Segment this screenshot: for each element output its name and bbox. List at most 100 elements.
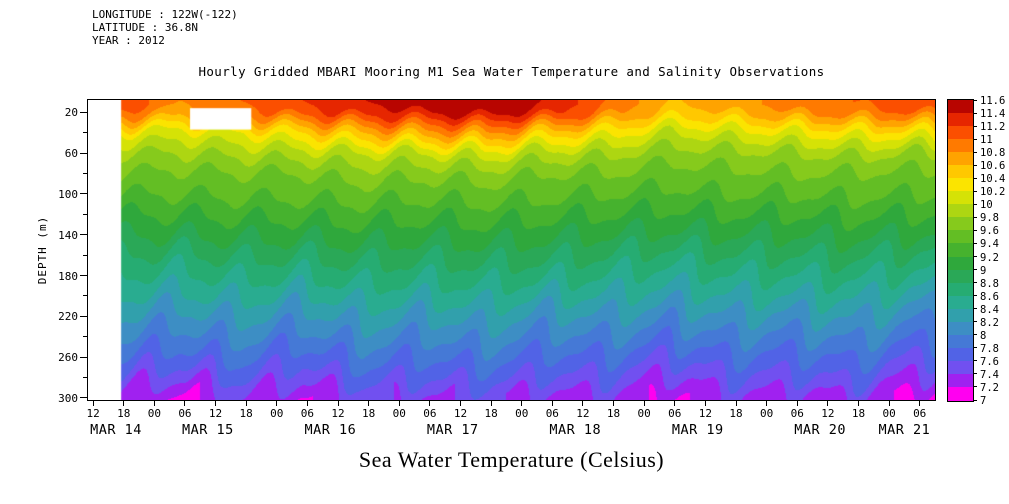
colorbar-tick: [974, 229, 977, 231]
colorbar-tick: [974, 190, 977, 192]
x-tick-label: 12: [698, 407, 713, 420]
x-tick: [184, 401, 186, 406]
colorbar-cell: [948, 334, 973, 349]
y-tick-label: 220: [58, 310, 78, 324]
x-tick-label: 12: [86, 407, 100, 420]
heatmap-canvas: [88, 100, 935, 400]
x-tick: [857, 401, 859, 406]
x-tick-label: 12: [821, 407, 835, 420]
x-tick-label: 06: [790, 407, 804, 420]
colorbar-cell: [948, 295, 973, 310]
y-tick-label: 20: [64, 106, 78, 120]
colorbar-cell: [948, 243, 973, 258]
y-tick-label: 300: [58, 391, 78, 405]
colorbar-tick-label: 10: [980, 199, 993, 212]
colorbar-tick-label: 9.8: [980, 212, 999, 225]
x-tick-label: 18: [606, 407, 621, 420]
x-tick: [306, 401, 308, 406]
x-tick-label: 12: [208, 407, 223, 420]
x-tick: [735, 401, 737, 406]
colorbar-tick-label: 7.6: [980, 355, 999, 368]
colorbar-cell: [948, 191, 973, 205]
colorbar-cell: [948, 126, 973, 140]
x-tick-label: 00: [392, 407, 406, 420]
y-minor-tick: [83, 132, 88, 134]
x-tick: [276, 401, 278, 406]
x-tick: [398, 401, 400, 406]
y-tick: [80, 193, 88, 195]
x-tick: [582, 401, 584, 406]
x-tick-label: 18: [239, 407, 253, 420]
x-tick-label: 06: [178, 407, 192, 420]
colorbar-tick-label: 8.2: [980, 316, 999, 329]
colorbar-tick: [974, 334, 977, 336]
colorbar-cell: [948, 256, 973, 271]
colorbar-tick-label: 9.2: [980, 251, 999, 264]
x-tick: [766, 401, 768, 406]
colorbar-cell: [948, 204, 973, 218]
colorbar-tick-label: 7.8: [980, 342, 999, 355]
colorbar-tick: [974, 399, 977, 401]
colorbar-tick: [974, 216, 977, 218]
y-tick: [80, 152, 88, 154]
date-label: MAR 18: [549, 422, 602, 438]
colorbar-tick-label: 7.4: [980, 368, 999, 381]
x-tick-label: 00: [515, 407, 529, 420]
colorbar-tick: [974, 386, 977, 388]
colorbar-tick: [974, 151, 977, 153]
colorbar-tick: [974, 125, 977, 127]
x-tick: [674, 401, 676, 406]
date-label: MAR 16: [304, 422, 357, 438]
y-minor-tick: [83, 213, 88, 215]
colorbar-cell: [948, 321, 973, 336]
colorbar-tick-label: 10.4: [980, 173, 1006, 186]
x-tick: [827, 401, 829, 406]
date-label: MAR 17: [426, 422, 479, 438]
colorbar-tick: [974, 373, 977, 375]
x-tick: [551, 401, 553, 406]
x-tick: [123, 401, 125, 406]
y-tick-label: 180: [58, 269, 78, 283]
y-minor-tick: [83, 377, 88, 379]
colorbar-tick-label: 10.8: [980, 147, 1006, 160]
colorbar-cell: [948, 269, 973, 284]
colorbar-tick-label: 8.4: [980, 303, 999, 316]
x-tick-label: 00: [637, 407, 651, 420]
x-tick-label: 12: [576, 407, 590, 420]
colorbar-cell: [948, 165, 973, 179]
colorbar-tick: [974, 321, 977, 323]
colorbar-tick-label: 11.4: [980, 108, 1006, 121]
colorbar-tick: [974, 99, 977, 101]
y-tick: [80, 111, 88, 113]
x-tick-label: 18: [484, 407, 498, 420]
y-minor-tick: [83, 295, 88, 297]
colorbar-cell: [948, 308, 973, 323]
colorbar-cell: [948, 347, 973, 362]
date-label: MAR 20: [794, 422, 847, 438]
x-tick: [613, 401, 615, 406]
x-tick-label: 00: [882, 407, 896, 420]
colorbar-cell: [948, 113, 973, 127]
x-tick-label: 12: [453, 407, 468, 420]
x-tick-label: 18: [729, 407, 743, 420]
colorbar-cell: [948, 100, 973, 114]
colorbar-tick: [974, 308, 977, 310]
colorbar-tick: [974, 242, 977, 244]
chart-caption: Sea Water Temperature (Celsius): [358, 447, 665, 472]
colorbar-cell: [948, 139, 973, 153]
y-tick-label: 140: [58, 228, 78, 242]
y-tick: [80, 275, 88, 276]
colorbar-tick-label: 9: [980, 264, 987, 277]
x-tick-label: 06: [545, 407, 559, 420]
colorbar-tick: [974, 203, 977, 205]
x-tick: [521, 401, 523, 406]
x-tick: [643, 401, 645, 406]
colorbar-cell: [948, 386, 973, 401]
colorbar-cell: [948, 282, 973, 297]
x-tick: [153, 401, 155, 406]
x-tick: [368, 401, 370, 406]
chart-title: Hourly Gridded MBARI Mooring M1 Sea Wate…: [198, 64, 825, 79]
x-tick-label: 00: [759, 407, 774, 420]
colorbar-cell: [948, 178, 973, 192]
